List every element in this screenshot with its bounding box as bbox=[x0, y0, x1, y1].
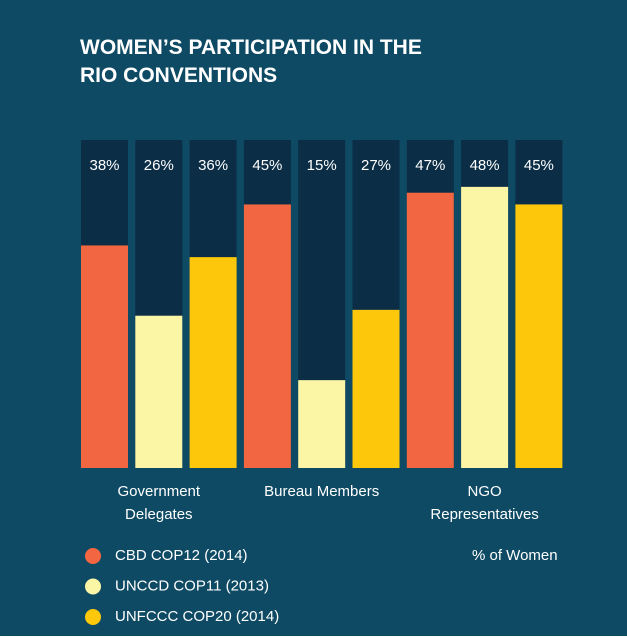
chart-title: WOMEN’S PARTICIPATION IN THE RIO CONVENT… bbox=[80, 36, 422, 87]
legend-swatch bbox=[85, 548, 101, 564]
bar bbox=[406, 192, 454, 468]
annotation: % of Women bbox=[472, 547, 558, 564]
bar bbox=[515, 204, 563, 468]
value-label: 27% bbox=[361, 157, 391, 174]
legend-swatch bbox=[85, 578, 101, 595]
value-label: 45% bbox=[524, 157, 554, 174]
value-label: 48% bbox=[470, 157, 500, 174]
bar bbox=[81, 245, 128, 468]
x-tick-label: NGO Representatives bbox=[430, 483, 539, 523]
x-tick-label: Bureau Members bbox=[264, 483, 380, 500]
value-label: 26% bbox=[144, 157, 174, 174]
bar bbox=[461, 186, 509, 468]
x-tick-label: Government Delegates bbox=[117, 483, 201, 523]
bar bbox=[189, 257, 237, 468]
value-label: 38% bbox=[89, 157, 119, 174]
value-label: 36% bbox=[198, 157, 228, 174]
legend-label: UNFCCC COP20 (2014) bbox=[115, 608, 279, 625]
bar bbox=[243, 204, 291, 468]
legend-swatch bbox=[85, 609, 101, 625]
bar bbox=[298, 380, 346, 468]
value-label: 15% bbox=[307, 157, 337, 174]
bar bbox=[352, 309, 400, 468]
value-label: 45% bbox=[252, 157, 282, 174]
legend-label: CBD COP12 (2014) bbox=[115, 547, 248, 564]
value-label: 47% bbox=[415, 157, 445, 174]
bar bbox=[135, 315, 183, 468]
legend-label: UNCCD COP11 (2013) bbox=[115, 577, 269, 594]
